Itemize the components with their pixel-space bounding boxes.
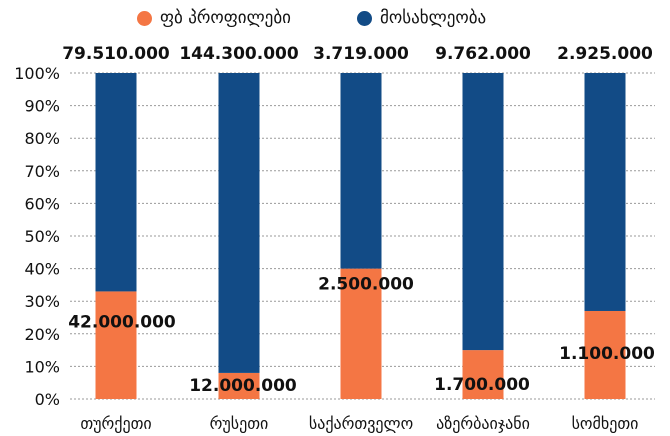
legend-item-profiles: ფბ პროფილები [137, 8, 291, 28]
y-axis: 0% 10% 20% 30% 40% 50% 60% 70% 80% 90% 100% [14, 64, 60, 409]
data-label-profiles: 1.700.000 [434, 375, 530, 395]
bar-profiles [462, 350, 504, 399]
y-tick-label: 80% [24, 129, 60, 148]
y-tick-label: 100% [14, 64, 60, 83]
data-label-population: 2.925.000 [557, 44, 653, 64]
data-label-population: 3.719.000 [313, 44, 409, 64]
x-tick-label: თურქეთი [80, 414, 151, 433]
data-label-population: 144.300.000 [179, 44, 299, 64]
data-label-profiles: 2.500.000 [318, 275, 414, 295]
y-tick-label: 90% [24, 97, 60, 116]
bar-population [584, 73, 626, 311]
y-tick-label: 50% [24, 227, 60, 246]
legend-label-profiles: ფბ პროფილები [160, 8, 291, 28]
y-tick-label: 0% [35, 390, 60, 409]
bar-population [218, 73, 260, 373]
y-tick-label: 10% [24, 357, 60, 376]
data-label-population: 9.762.000 [435, 44, 531, 64]
y-tick-label: 60% [24, 194, 60, 213]
legend-swatch-population [357, 10, 372, 26]
y-tick-label: 20% [24, 325, 60, 344]
bar-profiles [584, 310, 626, 399]
x-axis: თურქეთი რუსეთი საქართველო აზერბაიჯანი სომხეთ… [80, 414, 638, 433]
legend-item-population: მოსახლეობა [357, 8, 486, 28]
bars [95, 73, 626, 399]
y-tick-label: 40% [24, 260, 60, 279]
legend: ფბ პროფილები მოსახლეობა [0, 8, 670, 32]
bar-profiles [95, 291, 137, 399]
data-label-profiles: 1.100.000 [559, 344, 655, 364]
legend-label-population: მოსახლეობა [380, 8, 487, 28]
y-tick-label: 70% [24, 162, 60, 181]
bar-population [340, 73, 382, 269]
data-label-profiles: 42.000.000 [68, 312, 176, 332]
data-label-population: 79.510.000 [62, 44, 170, 64]
data-labels: 79.510.000 42.000.000 144.300.000 12.000.00… [62, 44, 655, 396]
y-tick-label: 30% [24, 292, 60, 311]
legend-swatch-profiles [137, 10, 152, 26]
bar-profiles [218, 372, 260, 399]
x-tick-label: სომხეთი [572, 414, 639, 433]
x-tick-label: რუსეთი [210, 414, 269, 433]
x-tick-label: აზერბაიჯანი [436, 414, 530, 433]
bar-population [95, 73, 137, 292]
x-tick-label: საქართველო [309, 414, 413, 433]
bar-population [462, 73, 504, 351]
bar-profiles [340, 268, 382, 399]
data-label-profiles: 12.000.000 [189, 376, 297, 396]
